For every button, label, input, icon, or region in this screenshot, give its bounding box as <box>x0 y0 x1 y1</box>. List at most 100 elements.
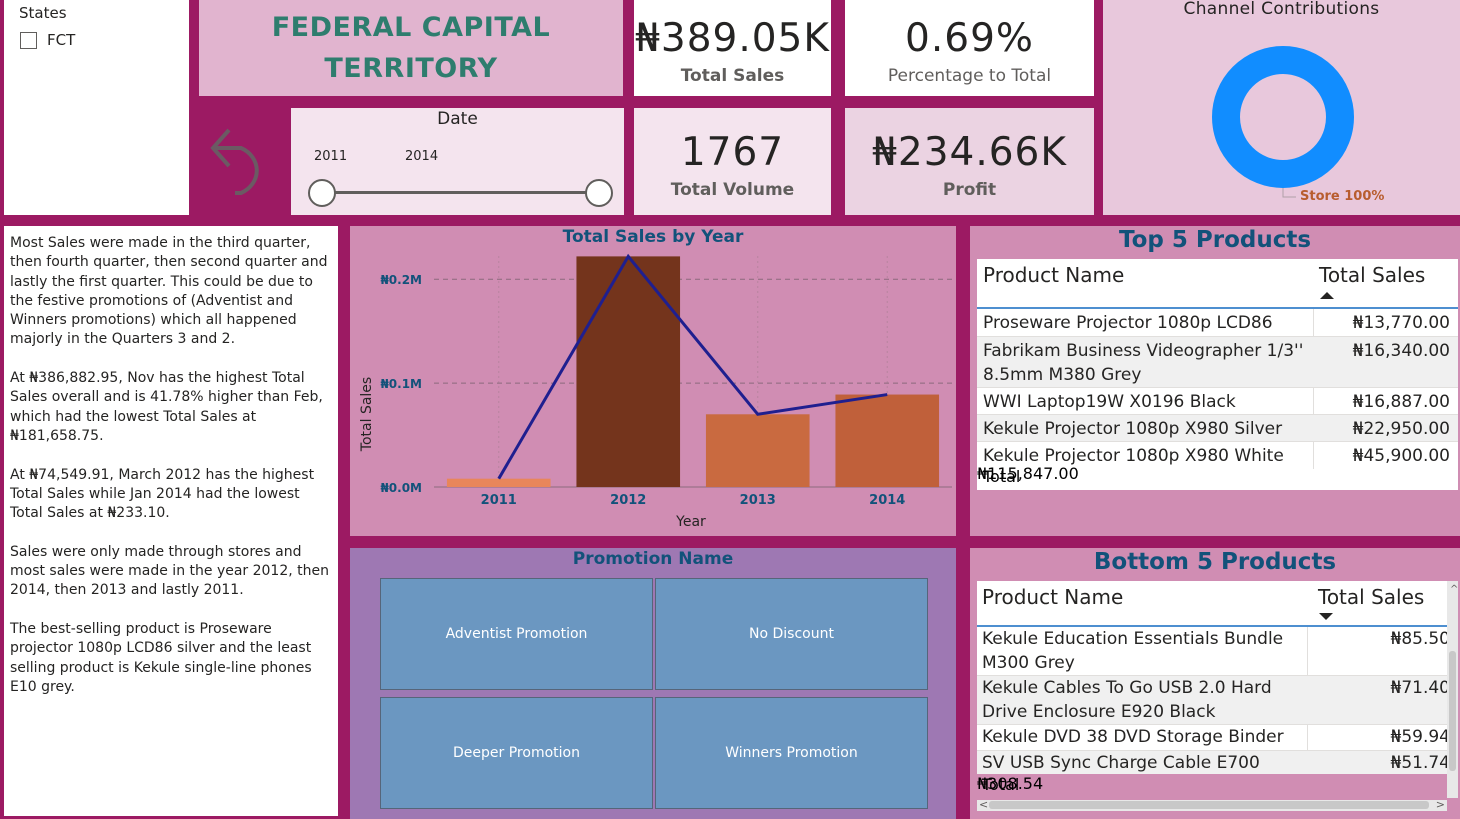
states-slicer: States FCT <box>4 0 189 215</box>
bottom5-col-product-name[interactable]: Product Name <box>982 585 1124 609</box>
total-volume-label: Total Volume <box>670 180 795 200</box>
chart-y-tick-label: ₦0.2M <box>380 273 422 287</box>
total-value: ₦308.54 <box>977 774 1044 793</box>
promotion-adventist-button[interactable]: Adventist Promotion <box>380 578 653 690</box>
scroll-left-icon[interactable]: < <box>979 798 989 811</box>
table-row[interactable]: WWI Laptop19W X0196 Black ₦16,887.00 <box>977 388 1458 415</box>
date-start-input[interactable]: 2011 <box>314 149 348 164</box>
top5-col-product-name[interactable]: Product Name <box>983 263 1125 287</box>
chart-x-tick-label: 2014 <box>869 493 905 508</box>
bottom-5-products-panel: Bottom 5 Products Product Name Total Sal… <box>970 548 1460 819</box>
table-row[interactable]: Fabrikam Business Videographer 1/3'' 8.5… <box>977 337 1458 388</box>
narrative-paragraph: Sales were only made through stores and … <box>10 543 329 599</box>
narrative-paragraph: Most Sales were made in the third quarte… <box>10 235 328 348</box>
date-slider-end-handle[interactable] <box>585 179 613 207</box>
chart-y-tick-label: ₦0.0M <box>380 481 422 495</box>
scrollbar-thumb[interactable] <box>989 801 1429 809</box>
vertical-scrollbar[interactable]: ^ <box>1447 581 1458 798</box>
date-slicer: Date 2011 2014 <box>291 108 624 215</box>
narrative-paragraph: At ₦74,549.91, March 2012 has the highes… <box>10 466 315 522</box>
sort-ascending-icon[interactable] <box>1320 292 1334 299</box>
top5-table-header: Product Name Total Sales <box>977 259 1458 309</box>
table-row[interactable]: Kekule DVD 38 DVD Storage Binder E25 Red… <box>977 725 1451 771</box>
table-row[interactable]: Kekule Education Essentials Bundle M300 … <box>977 627 1451 676</box>
promotion-no-discount-button[interactable]: No Discount <box>655 578 928 690</box>
promotion-deeper-button[interactable]: Deeper Promotion <box>380 697 653 809</box>
profit-card: ₦234.66K Profit <box>845 108 1094 215</box>
chart-x-tick-label: 2013 <box>740 493 776 508</box>
state-option-fct[interactable]: FCT <box>20 31 75 49</box>
table-row[interactable]: Kekule Projector 1080p X980 White ₦45,900… <box>977 442 1458 469</box>
date-slicer-title: Date <box>437 109 478 129</box>
total-sales-by-year-chart: 2011 2012 2013 2014 ₦0.0M ₦0.1M ₦0.2M Total S… <box>350 226 956 536</box>
date-end-input[interactable]: 2014 <box>405 149 439 164</box>
total-sales-value: ₦389.05K <box>635 16 830 61</box>
total-sales-card: ₦389.05K Total Sales <box>634 0 831 96</box>
horizontal-scrollbar[interactable]: < > <box>977 798 1447 811</box>
channel-store-label: Store 100% <box>1300 189 1385 204</box>
product-sales: ₦59.94 <box>1390 727 1450 747</box>
sort-descending-icon[interactable] <box>1319 613 1333 620</box>
promotion-winners-button[interactable]: Winners Promotion <box>655 697 928 809</box>
chart-y-axis-label: Total Sales <box>359 377 375 452</box>
chart-bar-2014[interactable] <box>835 394 940 487</box>
state-title-card: FEDERAL CAPITAL TERRITORY <box>199 0 623 96</box>
product-sales: ₦45,900.00 <box>1352 446 1450 466</box>
total-volume-value: 1767 <box>680 130 785 175</box>
product-name: Fabrikam Business Videographer 1/3'' 8.5… <box>983 341 1304 385</box>
product-name: WWI Laptop19W X0196 Black <box>983 392 1236 412</box>
total-sales-label: Total Sales <box>680 66 785 86</box>
scroll-up-icon[interactable]: ^ <box>1450 584 1459 595</box>
table-row[interactable]: Kekule Cables To Go USB 2.0 Hard Drive E… <box>977 676 1451 725</box>
product-sales: ₦16,340.00 <box>1352 341 1450 361</box>
chart-bar-2013[interactable] <box>705 414 810 487</box>
chart-bar-2011[interactable] <box>446 478 551 487</box>
product-sales: ₦13,770.00 <box>1352 313 1450 333</box>
scroll-right-icon[interactable]: > <box>1435 798 1445 811</box>
channel-donut-chart <box>1212 46 1354 198</box>
column-divider <box>1313 309 1314 469</box>
bottom5-title: Bottom 5 Products <box>1093 549 1337 575</box>
date-slider-start-handle[interactable] <box>308 179 336 207</box>
channel-title: Channel Contributions <box>1183 0 1380 19</box>
channel-contributions-visual: Channel Contributions Store 100% <box>1103 0 1460 215</box>
top5-col-total-sales[interactable]: Total Sales <box>1319 263 1426 287</box>
chart-x-tick-label: 2011 <box>481 493 517 508</box>
scrollbar-thumb[interactable] <box>1449 651 1456 771</box>
product-sales: ₦51.74 <box>1390 753 1450 773</box>
total-value: ₦115,847.00 <box>977 464 1079 483</box>
product-sales: ₦16,887.00 <box>1352 392 1450 412</box>
chart-canvas: 2011 2012 2013 2014 ₦0.0M ₦0.1M ₦0.2M Total S… <box>359 253 952 530</box>
channel-donut-ring <box>1212 46 1354 188</box>
chart-y-tick-label: ₦0.1M <box>380 377 422 391</box>
date-slider-track <box>322 191 600 194</box>
product-name: Kekule Projector 1080p X980 White <box>983 446 1284 466</box>
chart-bar-2012[interactable] <box>576 256 681 487</box>
back-arrow-icon[interactable] <box>205 120 279 200</box>
table-row[interactable]: Proseware Projector 1080p LCD86 Silver₦1… <box>977 309 1458 357</box>
top5-title: Top 5 Products <box>1118 227 1312 253</box>
percentage-value: 0.69% <box>905 16 1034 61</box>
product-name: Kekule Education Essentials Bundle M300 … <box>982 629 1284 673</box>
percentage-card: 0.69% Percentage to Total <box>845 0 1094 96</box>
table-row[interactable]: Kekule Projector 1080p X980 Silver ₦22,95… <box>977 415 1458 442</box>
product-sales: ₦85.50 <box>1390 629 1450 649</box>
narrative-text-box: Most Sales were made in the third quarte… <box>4 226 338 816</box>
chart-trend-line <box>497 253 888 480</box>
profit-value: ₦234.66K <box>872 130 1067 175</box>
product-name: Kekule Cables To Go USB 2.0 Hard Drive E… <box>982 678 1272 722</box>
bottom5-col-total-sales[interactable]: Total Sales <box>1318 585 1425 609</box>
product-sales: ₦71.40 <box>1390 678 1450 698</box>
state-title: FEDERAL CAPITAL TERRITORY <box>272 7 551 89</box>
bottom5-total-row: Total ₦308.54 <box>977 774 1451 798</box>
table-row[interactable]: SV USB Sync Charge Cable E700 Black ₦51.7… <box>977 751 1451 774</box>
total-label: Total <box>982 775 1020 794</box>
profit-label: Profit <box>942 180 997 200</box>
bottom5-table: Product Name Total Sales Kekule Educatio… <box>977 581 1451 774</box>
percentage-label: Percentage to Total <box>887 66 1052 86</box>
checkbox[interactable] <box>20 31 37 49</box>
product-name: Kekule Projector 1080p X980 Silver <box>983 419 1283 439</box>
product-name: SV USB Sync Charge Cable E700 Black <box>982 753 1260 773</box>
top5-table: Product Name Total Sales Proseware Proje… <box>977 259 1458 490</box>
top5-total-row: Total ₦115,847.00 <box>977 464 1458 494</box>
